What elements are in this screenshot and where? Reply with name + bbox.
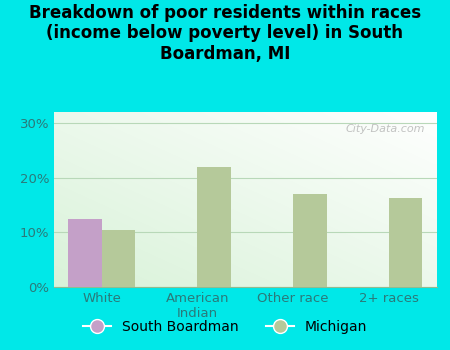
Bar xyxy=(198,167,231,287)
Text: Breakdown of poor residents within races
(income below poverty level) in South
B: Breakdown of poor residents within races… xyxy=(29,4,421,63)
Bar xyxy=(389,198,422,287)
Bar xyxy=(293,194,327,287)
Bar xyxy=(102,230,135,287)
Text: City-Data.com: City-Data.com xyxy=(346,124,425,134)
Bar xyxy=(68,219,102,287)
Legend: South Boardman, Michigan: South Boardman, Michigan xyxy=(77,314,373,340)
